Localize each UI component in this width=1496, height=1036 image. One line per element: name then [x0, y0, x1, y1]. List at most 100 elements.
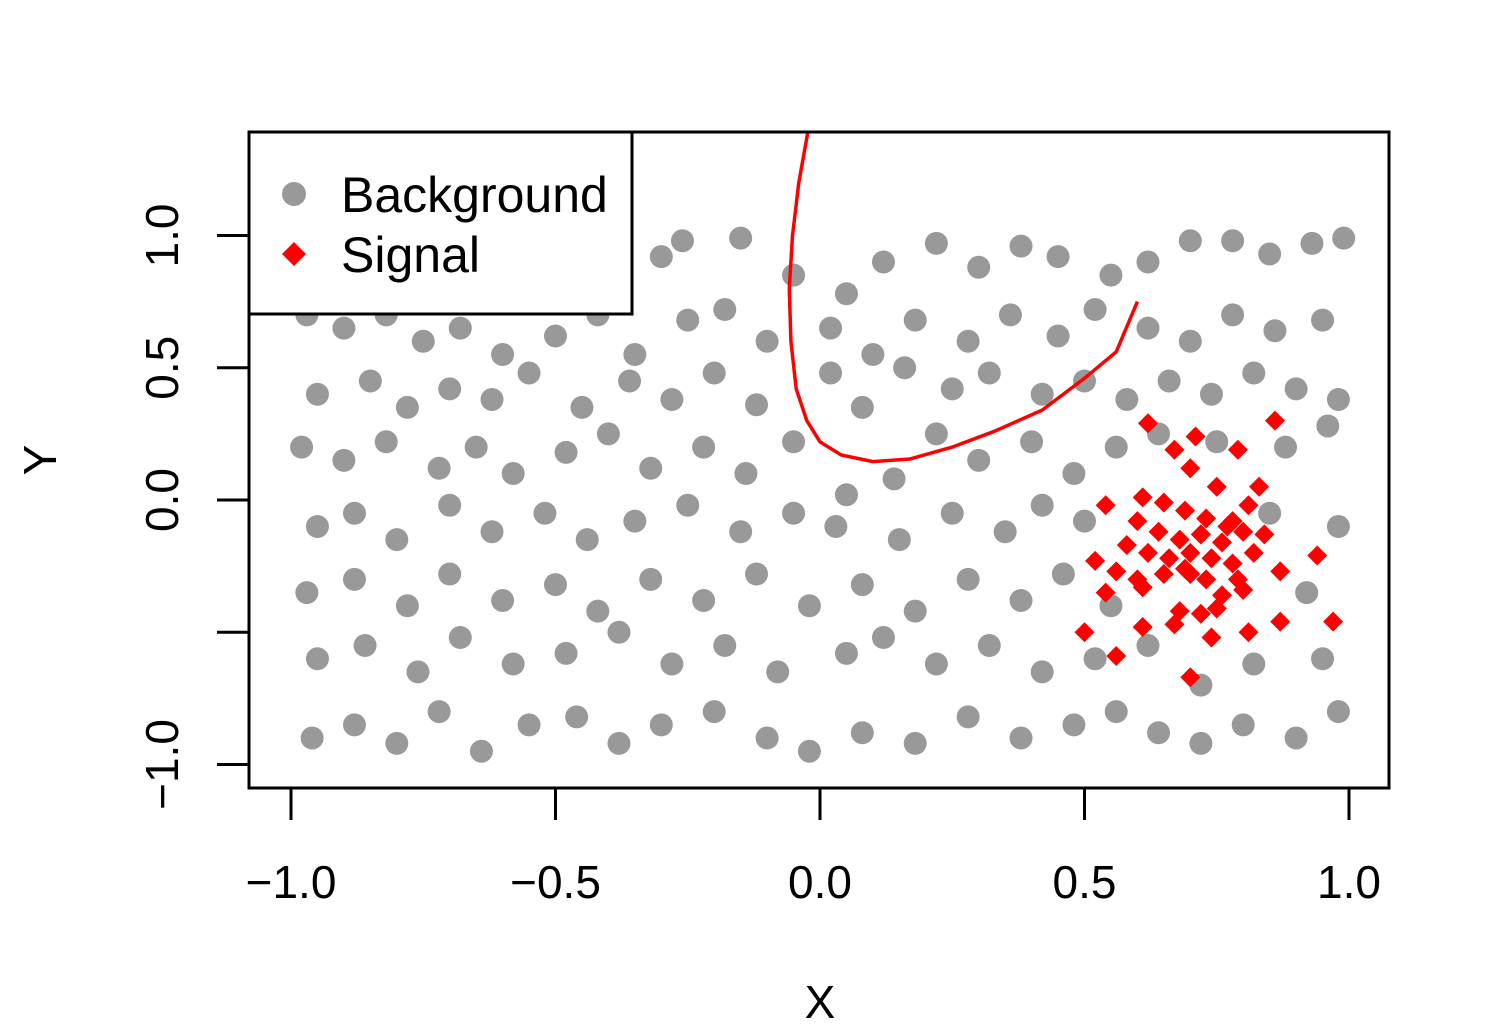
background-point	[1178, 329, 1202, 353]
background-point	[1242, 361, 1266, 385]
background-point	[618, 369, 642, 393]
signal-point	[1212, 532, 1233, 553]
background-point	[1073, 509, 1096, 533]
background-point	[1136, 316, 1160, 340]
background-point	[834, 641, 858, 665]
signal-point	[1201, 548, 1222, 569]
background-point	[729, 226, 753, 250]
background-point	[649, 245, 673, 269]
background-point	[544, 324, 567, 348]
background-point	[782, 263, 806, 287]
background-point	[903, 308, 927, 332]
background-point	[332, 448, 356, 472]
signal-point	[1085, 550, 1106, 571]
background-point	[1221, 303, 1245, 327]
background-point	[670, 229, 694, 253]
background-point	[1199, 382, 1223, 406]
background-point	[565, 705, 589, 729]
signal-point	[1233, 579, 1254, 600]
x-tick-label: 0.0	[788, 856, 852, 908]
signal-point	[1180, 667, 1201, 688]
y-tick-label: 1.0	[136, 204, 188, 268]
background-point	[374, 430, 398, 454]
background-point	[385, 731, 409, 755]
background-point	[1284, 726, 1308, 750]
background-point	[501, 462, 525, 486]
signal-point	[1137, 413, 1158, 434]
signal-point	[1270, 611, 1291, 632]
background-point	[554, 440, 578, 464]
background-point	[745, 562, 769, 586]
background-point	[1030, 382, 1054, 406]
background-point	[491, 343, 515, 367]
signal-point	[1249, 476, 1270, 497]
background-point	[1326, 514, 1350, 538]
background-point	[1189, 731, 1213, 755]
background-point	[824, 514, 848, 538]
background-point	[586, 599, 610, 623]
background-point	[1009, 589, 1033, 613]
background-point	[729, 520, 753, 544]
y-tick-label: −1.0	[136, 719, 188, 810]
background-point	[702, 361, 726, 385]
background-point	[501, 652, 525, 676]
signal-point	[1106, 561, 1127, 582]
background-point	[448, 316, 472, 340]
background-point	[1062, 713, 1086, 737]
background-point	[834, 282, 858, 306]
background-point	[819, 316, 843, 340]
background-point	[406, 660, 430, 684]
signal-point	[1127, 511, 1148, 532]
background-point	[575, 528, 599, 552]
background-point	[1115, 387, 1139, 411]
signal-point	[1270, 561, 1291, 582]
background-point	[491, 589, 515, 613]
signal-point	[1227, 439, 1248, 460]
legend-box	[247, 130, 634, 316]
background-point	[1099, 263, 1123, 287]
background-point	[1046, 245, 1070, 269]
background-point	[1332, 226, 1356, 250]
signal-point	[1153, 564, 1174, 585]
background-point	[692, 589, 716, 613]
background-point	[702, 700, 726, 724]
background-point	[850, 395, 874, 419]
background-point	[1326, 387, 1350, 411]
background-point	[977, 633, 1001, 657]
background-point	[570, 395, 594, 419]
background-point	[342, 501, 366, 525]
background-point	[469, 739, 493, 763]
signal-point	[1222, 553, 1243, 574]
background-point	[734, 462, 758, 486]
background-point	[411, 329, 435, 353]
signal-point	[1185, 426, 1206, 447]
background-point	[993, 520, 1017, 544]
background-point	[1046, 324, 1070, 348]
background-point	[1242, 652, 1266, 676]
background-point	[676, 493, 700, 517]
background-point	[713, 633, 737, 657]
background-point	[480, 387, 504, 411]
background-point	[305, 647, 329, 671]
signal-point	[1175, 500, 1196, 521]
background-point	[464, 435, 488, 459]
background-point	[607, 620, 631, 644]
signal-point	[1095, 495, 1116, 516]
background-point	[1295, 581, 1319, 605]
background-point	[940, 377, 964, 401]
background-point	[305, 382, 329, 406]
background-point	[1311, 308, 1335, 332]
background-point	[692, 435, 716, 459]
signal-point	[1180, 458, 1201, 479]
background-point	[1136, 250, 1160, 274]
signal-point	[1159, 548, 1180, 569]
background-point	[1083, 647, 1107, 671]
legend-background-marker	[282, 182, 306, 206]
y-tick-label: 0.5	[136, 336, 188, 400]
background-point	[861, 343, 885, 367]
background-point	[1258, 242, 1282, 266]
background-point	[1147, 721, 1171, 745]
legend-signal-label: Signal	[341, 227, 480, 283]
background-point	[782, 430, 806, 454]
